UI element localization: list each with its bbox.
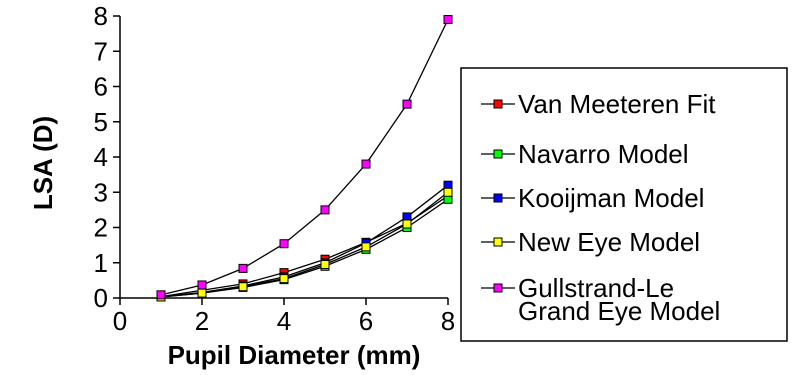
legend-item: Gullstrand-Le Grand Eye Model — [481, 273, 720, 326]
x-tick-label: 0 — [113, 306, 127, 336]
y-tick-label: 1 — [94, 248, 108, 278]
data-point — [443, 187, 453, 197]
legend-item: Navarro Model — [481, 139, 689, 169]
y-tick-label: 6 — [94, 72, 108, 102]
data-point — [238, 263, 248, 273]
legend-item: Kooijman Model — [481, 183, 704, 213]
legend-label-line: Grand Eye Model — [518, 296, 720, 326]
data-point — [320, 205, 330, 215]
legend-box — [460, 67, 788, 342]
legend-label: Kooijman Model — [518, 183, 704, 213]
legend-marker — [493, 193, 503, 203]
data-point — [197, 288, 207, 298]
series-gullstrand-le-grand-eye-model — [156, 15, 453, 300]
series-line — [160, 19, 449, 296]
legend-item: Van Meeteren Fit — [481, 89, 716, 119]
y-tick-label: 3 — [94, 177, 108, 207]
y-tick-label: 5 — [94, 107, 108, 137]
data-point — [279, 239, 289, 249]
data-point — [197, 280, 207, 290]
y-tick-label: 7 — [94, 36, 108, 66]
y-tick-label: 2 — [94, 213, 108, 243]
series-line — [160, 191, 449, 298]
x-tick-label: 6 — [359, 306, 373, 336]
legend-label-line: Gullstrand-Le — [518, 273, 674, 303]
data-point — [361, 159, 371, 169]
y-tick-label: 4 — [94, 142, 108, 172]
y-tick-label: 8 — [94, 1, 108, 31]
y-tick-label: 0 — [94, 283, 108, 313]
legend-label: Van Meeteren Fit — [518, 89, 716, 119]
data-point — [361, 242, 371, 252]
data-point — [402, 99, 412, 109]
series-line — [160, 195, 449, 298]
data-point — [402, 219, 412, 229]
x-tick-label: 8 — [441, 306, 455, 336]
legend: Van Meeteren Fit Navarro Model Kooijman Mo… — [460, 67, 788, 342]
legend-marker — [493, 237, 503, 247]
x-tick-label: 4 — [277, 306, 291, 336]
data-point — [156, 290, 166, 300]
data-point — [238, 282, 248, 292]
x-axis-title: Pupil Diameter (mm) — [168, 340, 421, 370]
axes — [113, 15, 449, 305]
legend-label: Gullstrand-Le Grand Eye Model — [518, 273, 720, 326]
legend-item: New Eye Model — [481, 227, 700, 257]
legend-marker — [493, 99, 503, 109]
legend-label: New Eye Model — [518, 227, 700, 257]
legend-marker — [493, 149, 503, 159]
y-axis-title: LSA (D) — [28, 116, 58, 210]
series-line — [160, 184, 449, 298]
data-point — [320, 260, 330, 270]
data-point — [443, 15, 453, 25]
x-tick-label: 2 — [195, 306, 209, 336]
legend-label: Navarro Model — [518, 139, 689, 169]
data-point — [279, 274, 289, 284]
series-group — [156, 15, 453, 302]
legend-marker — [493, 283, 503, 293]
